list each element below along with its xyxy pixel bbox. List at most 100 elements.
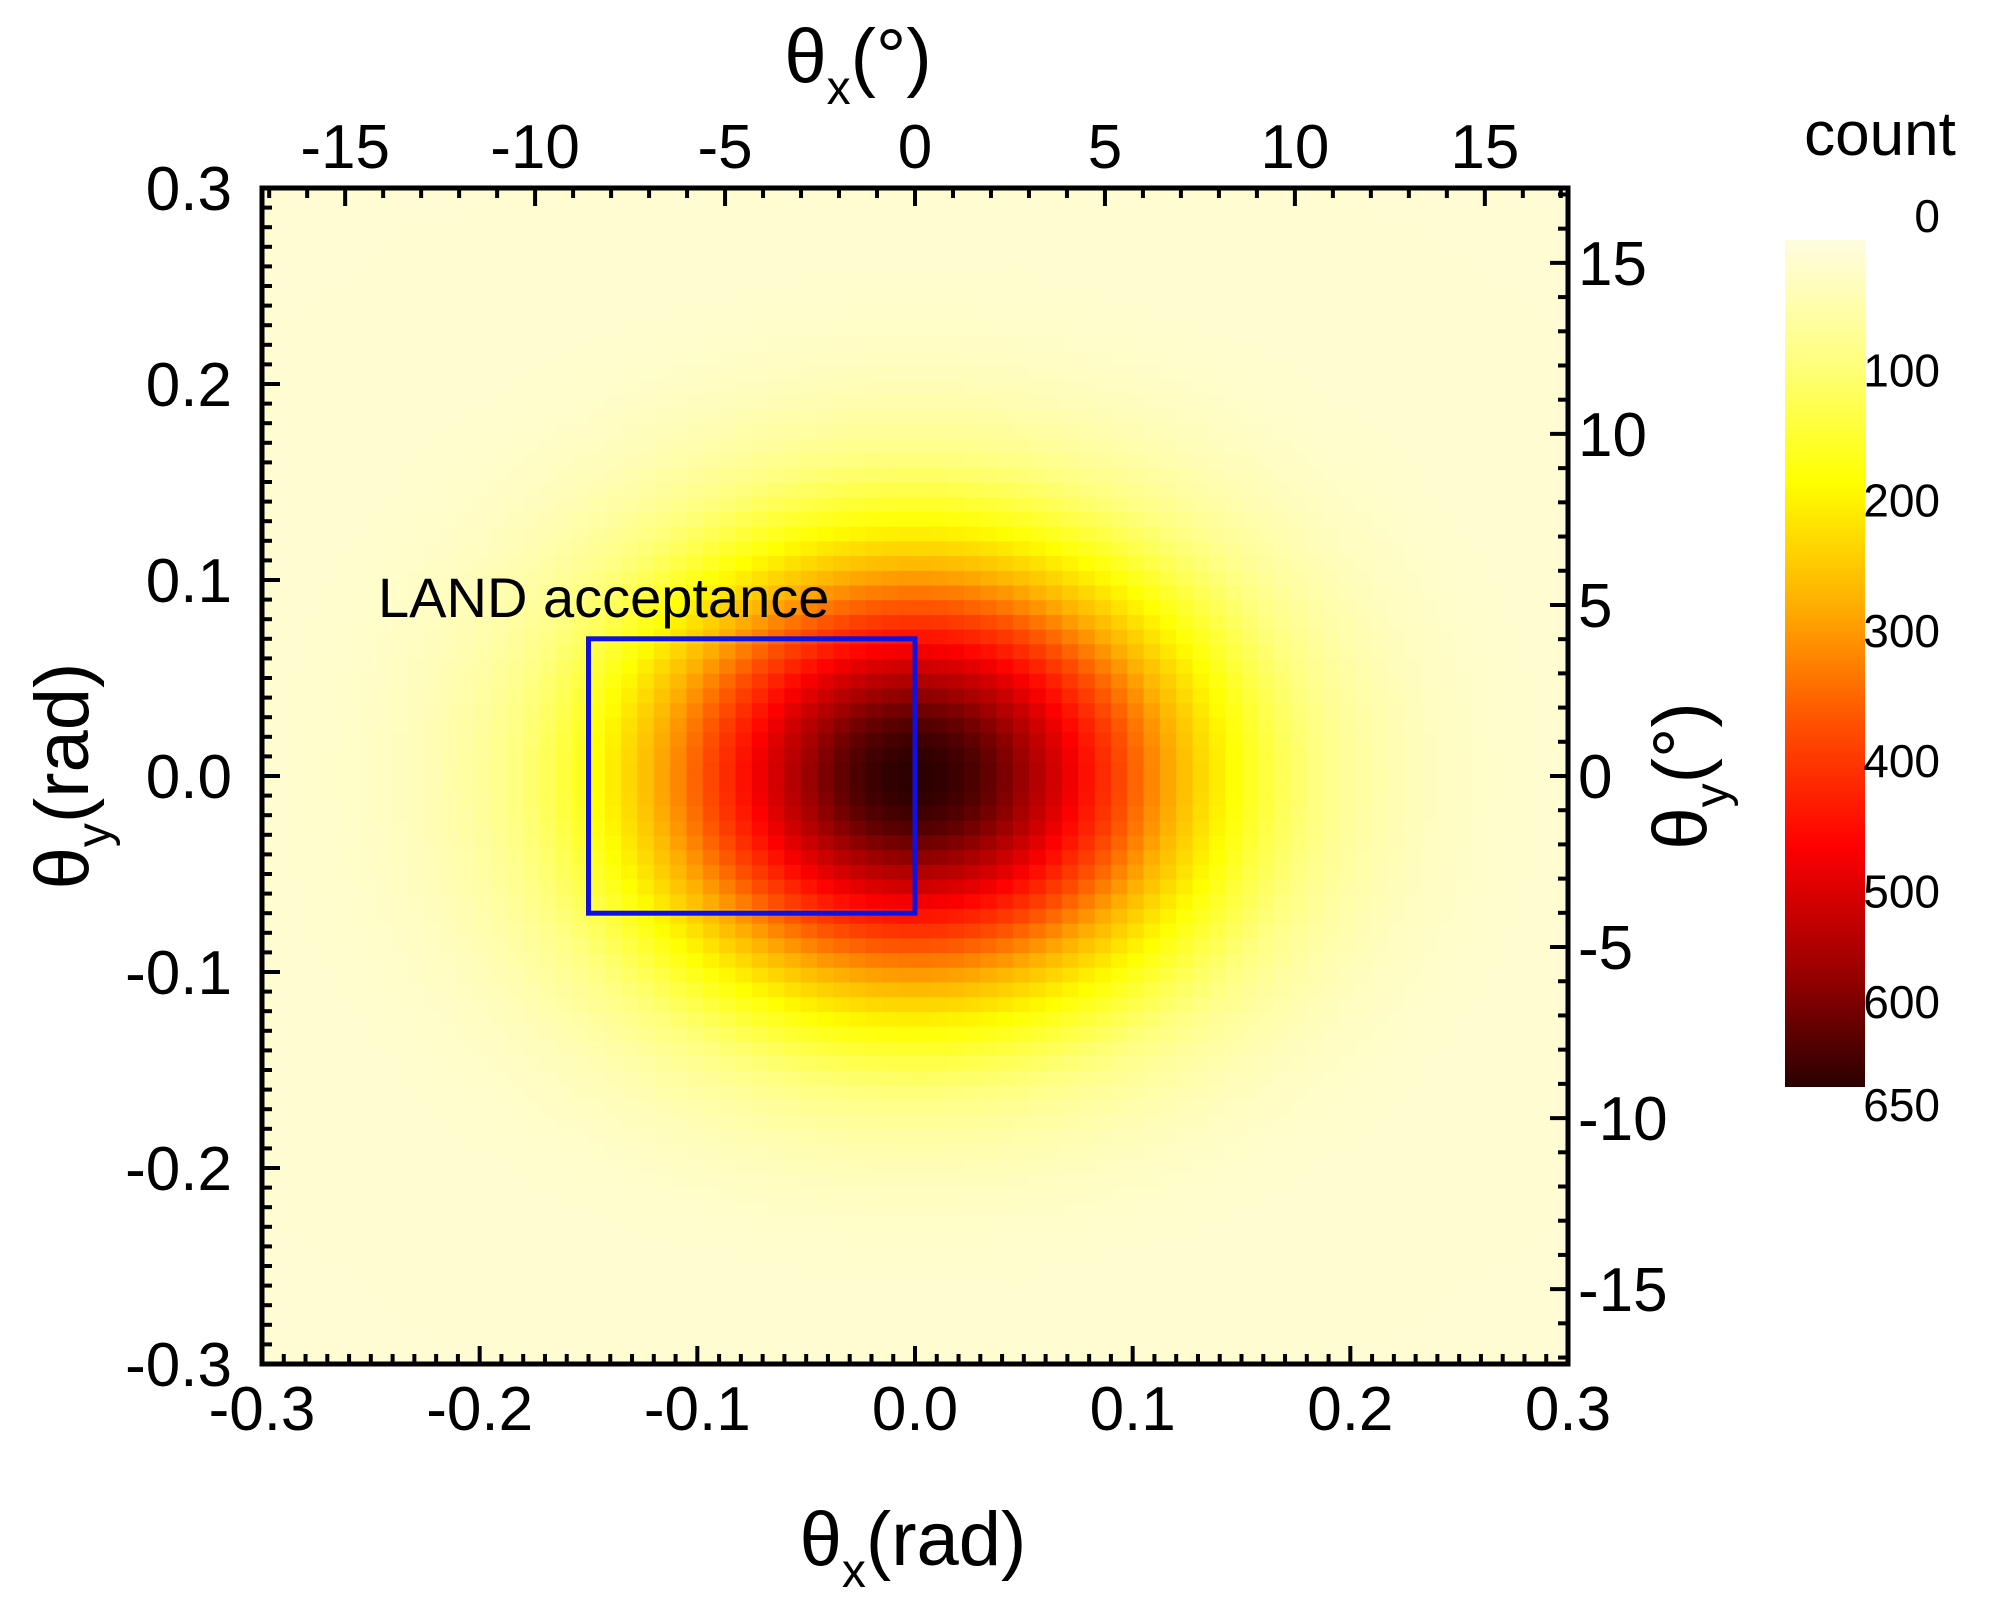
heat-cell: [392, 952, 410, 968]
heat-cell: [915, 967, 932, 983]
heat-cell: [980, 1275, 998, 1292]
heat-cell: [523, 1128, 541, 1145]
heat-cell: [572, 290, 590, 307]
heat-cell: [457, 937, 475, 953]
heat-cell: [327, 746, 345, 762]
heat-cell: [588, 643, 606, 659]
heat-cell: [572, 1246, 590, 1262]
heat-cell: [294, 614, 312, 630]
heat-cell: [1208, 555, 1226, 571]
heat-cell: [1143, 217, 1161, 233]
heat-cell: [523, 776, 541, 792]
heat-cell: [392, 1055, 410, 1071]
heat-cell: [898, 614, 916, 630]
heat-cell: [572, 1231, 590, 1247]
heat-cell: [539, 673, 557, 689]
heat-cell: [996, 261, 1014, 277]
heat-cell: [735, 1114, 753, 1130]
heat-cell: [278, 1055, 296, 1071]
heat-cell: [1274, 981, 1292, 998]
heat-cell: [1078, 1084, 1096, 1100]
heat-cell: [866, 335, 883, 351]
heat-cell: [604, 526, 622, 542]
heat-cell: [963, 629, 981, 645]
heat-cell: [1192, 1084, 1210, 1100]
heat-cell: [882, 643, 900, 659]
heat-cell: [1110, 335, 1128, 351]
heat-cell: [980, 967, 998, 983]
heat-cell: [376, 452, 394, 468]
heat-cell: [457, 1040, 475, 1056]
heat-cell: [915, 261, 932, 277]
heat-cell: [278, 1025, 296, 1042]
heat-cell: [604, 1319, 622, 1336]
heat-cell: [686, 1158, 704, 1174]
heat-cell: [1241, 1070, 1259, 1086]
heat-cell: [1257, 1040, 1275, 1056]
heat-cell: [784, 1290, 802, 1306]
heat-cell: [441, 1099, 459, 1115]
heat-cell: [523, 1187, 541, 1203]
heat-cell: [572, 923, 590, 939]
heat-cell: [1094, 731, 1112, 748]
heat-cell: [1127, 1187, 1145, 1203]
heat-cell: [1110, 570, 1128, 586]
heat-cell: [604, 290, 622, 307]
heat-cell: [408, 1172, 426, 1189]
heat-cell: [670, 1334, 688, 1350]
heat-cell: [425, 1011, 443, 1027]
heat-cell: [294, 320, 312, 336]
heat-cell: [1176, 290, 1194, 307]
heat-cell: [392, 349, 410, 365]
heat-cell: [719, 658, 737, 674]
heat-cell: [800, 937, 818, 953]
heat-cell: [751, 437, 769, 454]
heat-cell: [408, 526, 426, 542]
heat-cell: [327, 893, 345, 909]
heat-cell: [980, 570, 998, 586]
heat-cell: [1241, 1261, 1259, 1277]
heat-cell: [784, 599, 802, 615]
heat-cell: [768, 1349, 786, 1364]
heat-cell: [784, 1349, 802, 1364]
heat-cell: [1078, 555, 1096, 571]
heat-cell: [800, 702, 818, 718]
heat-cell: [604, 1025, 622, 1042]
heat-cell: [817, 952, 834, 968]
heat-cell: [735, 1084, 753, 1100]
heat-cell: [1192, 261, 1210, 277]
heat-cell: [376, 1349, 394, 1364]
heat-cell: [604, 261, 622, 277]
heat-cell: [915, 864, 932, 880]
heat-cell: [702, 290, 720, 307]
heat-cell: [392, 629, 410, 645]
heat-cell: [1143, 482, 1161, 498]
heat-cell: [425, 658, 443, 674]
heat-cell: [343, 202, 361, 218]
heat-cell: [588, 908, 606, 924]
heat-cell: [278, 290, 296, 307]
heat-cell: [1225, 1187, 1243, 1203]
heat-cell: [376, 1084, 394, 1100]
heat-cell: [1208, 923, 1226, 939]
heat-cell: [784, 305, 802, 321]
heat-cell: [1110, 952, 1128, 968]
heat-cell: [1045, 246, 1063, 263]
heat-cell: [539, 731, 557, 748]
heat-cell: [866, 423, 883, 439]
heat-cell: [670, 1202, 688, 1218]
heat-cell: [490, 335, 508, 351]
heat-cell: [490, 305, 508, 321]
heat-cell: [768, 1231, 786, 1247]
heat-cell: [947, 261, 965, 277]
heat-cell: [931, 1187, 949, 1203]
heat-cell: [1029, 1319, 1047, 1336]
heat-cell: [572, 805, 590, 821]
heat-cell: [408, 1099, 426, 1115]
heat-cell: [1225, 761, 1243, 777]
heat-cell: [1143, 790, 1161, 806]
heat-cell: [621, 1217, 639, 1233]
heat-cell: [1078, 349, 1096, 365]
heat-cell: [1045, 1114, 1063, 1130]
heat-cell: [1274, 1040, 1292, 1056]
